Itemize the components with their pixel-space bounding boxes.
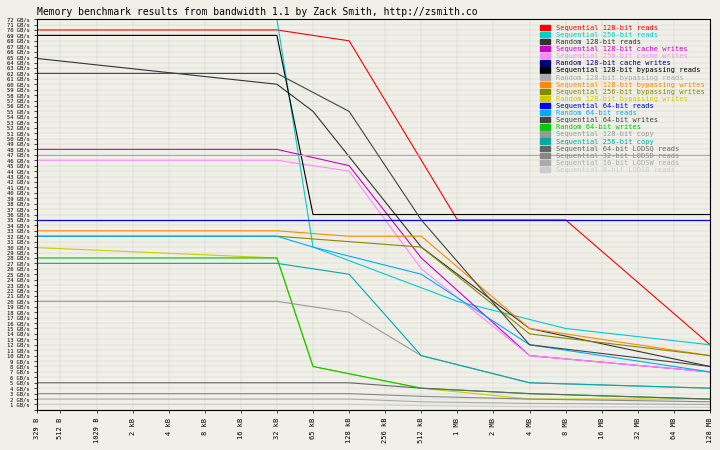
Legend: Sequential 128-bit reads, Sequential 256-bit reads, Random 128-bit reads, Sequen: Sequential 128-bit reads, Sequential 256… [538,22,706,175]
Text: Memory benchmark results from bandwidth 1.1 by Zack Smith, http://zsmith.co: Memory benchmark results from bandwidth … [37,7,478,17]
